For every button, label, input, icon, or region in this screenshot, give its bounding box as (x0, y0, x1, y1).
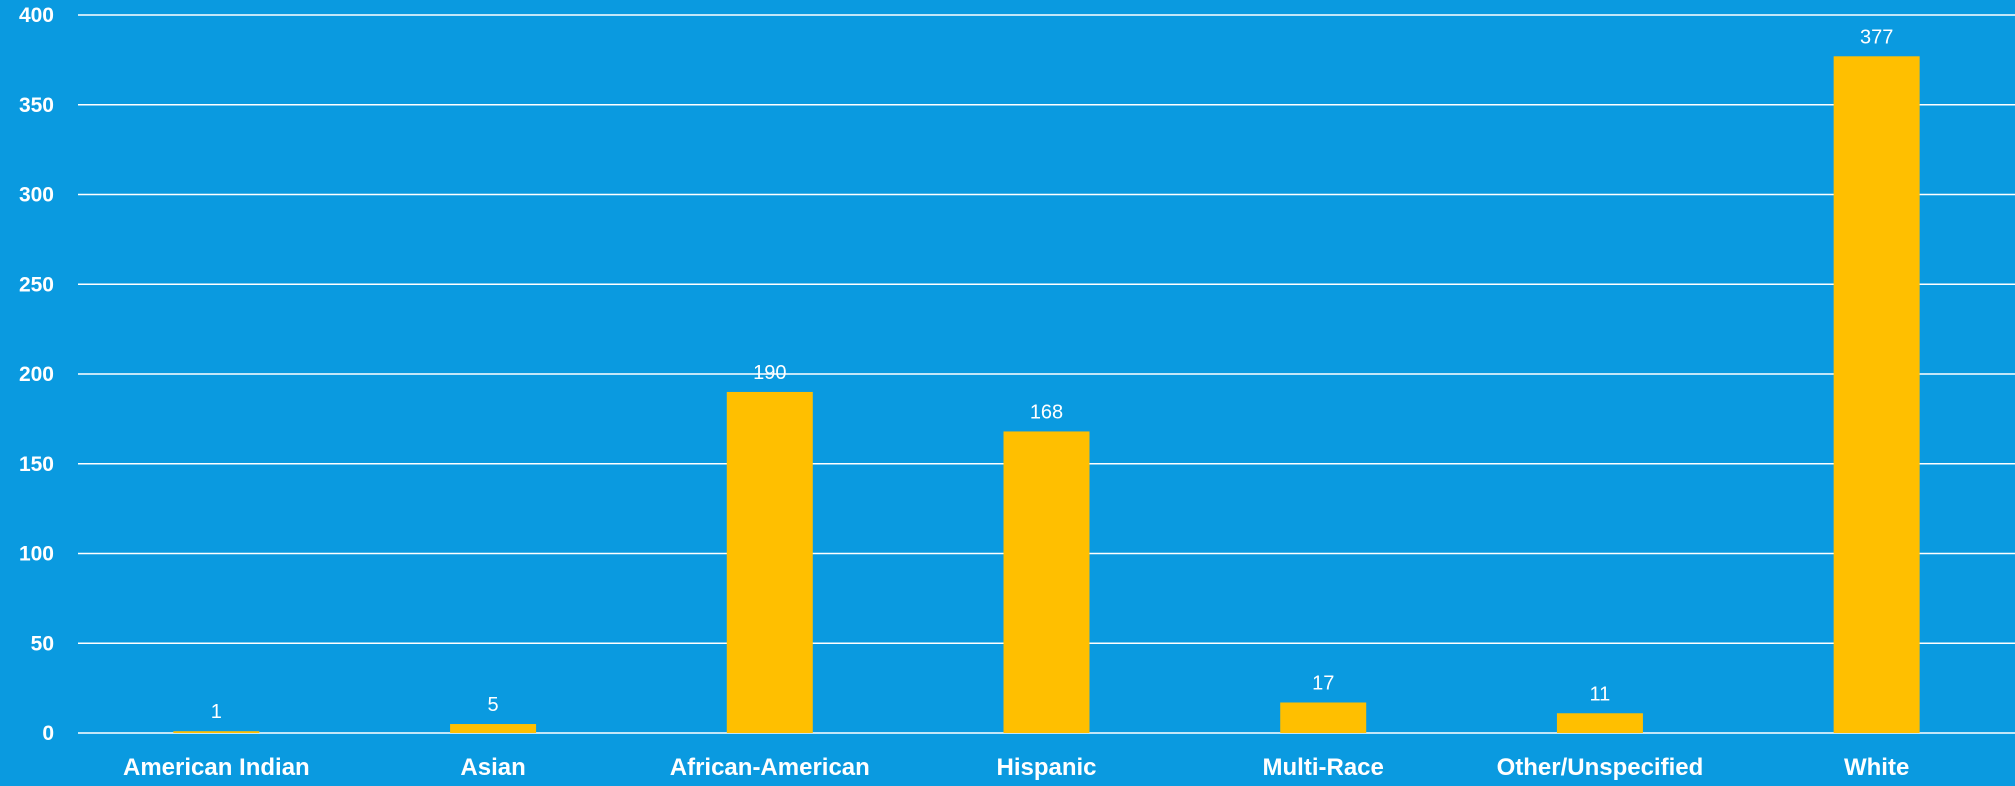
bar (450, 724, 537, 733)
bar (726, 391, 813, 733)
bar (1003, 431, 1090, 733)
y-tick-label: 400 (19, 4, 54, 27)
y-tick-label: 250 (19, 273, 54, 296)
y-tick-label: 150 (19, 453, 54, 476)
x-axis-ticks: American Indian Asian African-American Hisp… (123, 754, 1909, 781)
x-tick-label: Other/Unspecified (1497, 754, 1704, 781)
x-tick-label: Multi-Race (1263, 754, 1384, 781)
y-axis-ticks: 0 50 100 150 200 250 300 350 400 (19, 4, 54, 745)
x-tick-label: American Indian (123, 754, 310, 781)
data-label: 5 (488, 694, 499, 716)
data-label: 190 (753, 362, 786, 384)
y-tick-label: 0 (42, 722, 54, 745)
data-label: 1 (211, 701, 222, 723)
y-tick-label: 100 (19, 543, 54, 566)
data-labels: 1 5 190 168 17 11 377 (211, 26, 1894, 723)
x-tick-label: Hispanic (996, 754, 1096, 781)
y-tick-label: 300 (19, 184, 54, 207)
y-tick-label: 350 (19, 94, 54, 117)
bar (1280, 702, 1367, 733)
data-label: 17 (1312, 672, 1334, 694)
data-label: 168 (1030, 401, 1063, 423)
bar (1833, 56, 1920, 734)
x-tick-label: Asian (460, 754, 525, 781)
y-tick-label: 50 (31, 632, 54, 655)
gridlines (78, 14, 2015, 734)
x-tick-label: African-American (670, 754, 870, 781)
data-label: 377 (1860, 26, 1893, 48)
bar (173, 731, 260, 733)
bars (173, 56, 1920, 734)
y-tick-label: 200 (19, 363, 54, 386)
data-label: 11 (1590, 683, 1611, 705)
x-tick-label: White (1844, 754, 1909, 781)
bar (1556, 713, 1643, 733)
